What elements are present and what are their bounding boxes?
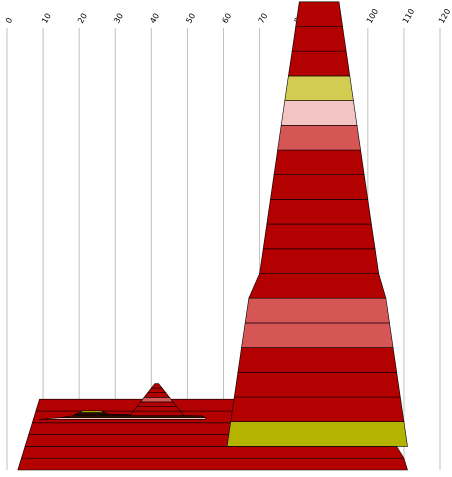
x-tick-label-120: 120 — [437, 7, 452, 25]
layer-s1-l8 — [262, 223, 376, 250]
layer-s1-l14 — [284, 75, 354, 101]
x-tick-label-100: 100 — [365, 7, 380, 25]
layer-s1-l10 — [270, 174, 369, 200]
x-tick-label-50: 50 — [184, 12, 197, 25]
layer-s1-l12 — [277, 125, 361, 151]
layer-s1-l1 — [230, 396, 405, 423]
layer-s1-l3 — [237, 347, 398, 373]
layer-s3-l4 — [143, 392, 171, 398]
layer-s2-l4 — [79, 410, 105, 413]
layer-s3-l5 — [147, 387, 167, 394]
layer-s1-l2 — [233, 371, 401, 398]
layer-s1-l0 — [226, 421, 408, 447]
x-tick-label-20: 20 — [76, 12, 89, 25]
layer-s0-l1 — [20, 446, 405, 459]
layer-s1-l11 — [273, 149, 365, 175]
layer-s3-l1 — [132, 406, 181, 412]
x-tick-label-0: 0 — [4, 16, 14, 25]
layer-s3-l0 — [129, 410, 185, 417]
layer-s1-l15 — [288, 50, 351, 77]
x-tick-label-60: 60 — [220, 12, 233, 25]
x-tick-label-110: 110 — [401, 7, 416, 25]
x-tick-label-70: 70 — [257, 12, 270, 25]
layer-s1-l13 — [280, 100, 358, 126]
layer-s1-l6 — [248, 273, 387, 299]
chart-marks — [17, 1, 408, 471]
x-tick-label-30: 30 — [112, 12, 125, 25]
layer-s3-l3 — [139, 396, 174, 403]
layer-s1-l17 — [295, 1, 343, 27]
layer-s0-l0 — [17, 457, 408, 471]
layer-s1-l9 — [266, 199, 372, 225]
layer-s1-l5 — [244, 297, 390, 324]
x-tick-label-40: 40 — [148, 12, 161, 25]
x-tick-labels: 0102030405060708090100110120 — [4, 7, 452, 25]
x-tick-label-10: 10 — [40, 12, 53, 25]
layer-s1-l16 — [291, 26, 347, 52]
layer-s1-l4 — [241, 322, 394, 348]
layer-s1-l7 — [259, 248, 380, 274]
layer-s3-l6 — [150, 383, 163, 389]
layer-s3-l2 — [136, 401, 178, 407]
